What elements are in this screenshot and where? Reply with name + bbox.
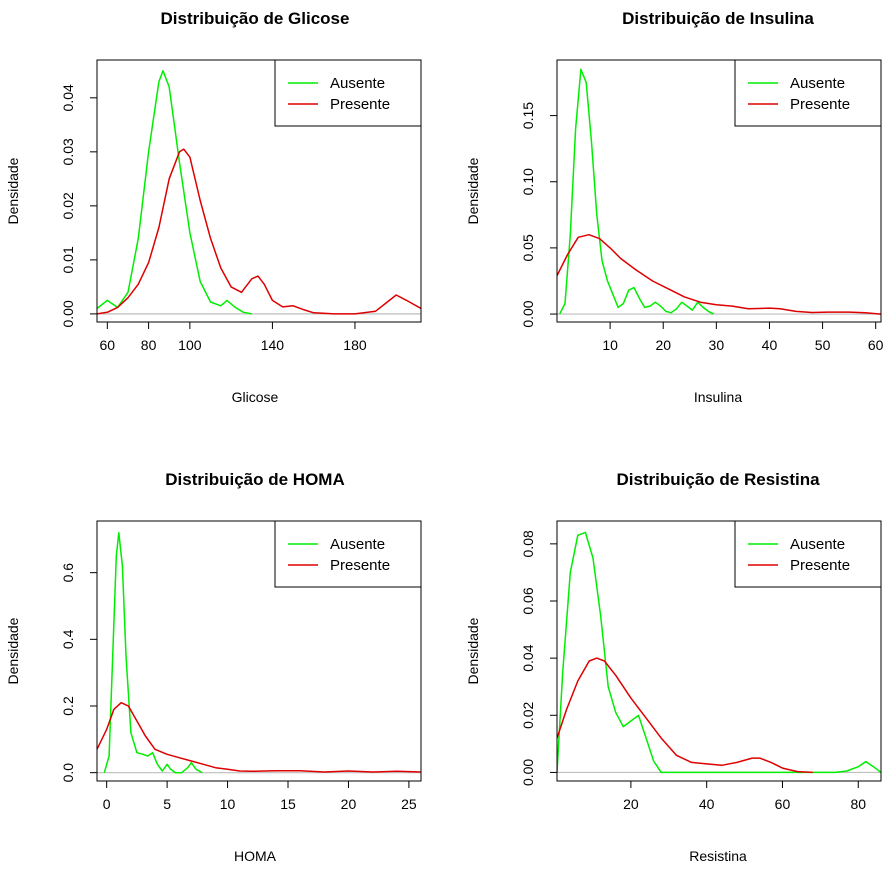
x-tick-label: 15 [280,796,296,812]
legend: Ausente Presente [274,59,422,127]
x-tick-label: 40 [699,796,715,812]
y-tick-label: 0.02 [60,192,76,219]
x-tick-label: 25 [401,796,417,812]
panel-title: Distribuição de Glicose [161,9,350,28]
series-line-ausente [97,70,252,315]
legend-box [734,520,882,588]
y-tick-label: 0.04 [520,644,536,671]
x-tick-label: 20 [623,796,639,812]
legend: Ausente Presente [734,59,882,127]
legend-label-ausente: Ausente [330,536,385,553]
x-axis-label: Glicose [232,389,279,405]
y-tick-label: 0.6 [60,563,76,583]
y-tick-label: 0.03 [60,138,76,165]
x-tick-label: 40 [762,337,778,353]
legend-label-presente: Presente [790,96,850,113]
legend-box [274,59,422,127]
series-line-presente [97,701,421,773]
x-tick-label: 0 [103,796,111,812]
x-axis-label: Insulina [694,389,742,405]
x-tick-label: 5 [163,796,171,812]
x-tick-label: 60 [775,796,791,812]
legend-label-presente: Presente [790,557,850,574]
x-tick-label: 100 [178,337,202,353]
x-tick-label: 10 [220,796,236,812]
y-tick-label: 0.08 [520,530,536,557]
y-tick-label: 0.15 [520,102,536,129]
panel-title: Distribuição de HOMA [165,470,344,489]
x-tick-label: 140 [261,337,285,353]
y-tick-label: 0.01 [60,246,76,273]
legend-label-presente: Presente [330,96,390,113]
x-tick-label: 60 [868,337,884,353]
x-tick-label: 10 [602,337,618,353]
series-line-presente [97,148,421,315]
x-tick-label: 30 [709,337,725,353]
x-tick-label: 80 [141,337,157,353]
y-tick-label: 0.0 [60,763,76,783]
legend-box [274,520,422,588]
series-line-ausente [103,531,203,774]
panel-title: Distribuição de Resistina [616,470,820,489]
x-axis-label: HOMA [234,848,277,864]
legend: Ausente Presente [274,520,422,588]
legend-label-ausente: Ausente [330,75,385,92]
y-tick-label: 0.06 [520,587,536,614]
y-tick-label: 0.00 [60,300,76,327]
plot-area [97,531,421,774]
x-tick-label: 80 [850,796,866,812]
series-line-presente [557,657,813,774]
series-line-ausente [559,68,715,315]
y-tick-label: 0.4 [60,629,76,649]
x-tick-label: 180 [343,337,367,353]
legend-box [734,59,882,127]
y-tick-label: 0.04 [60,84,76,111]
y-tick-label: 0.05 [520,234,536,261]
y-tick-label: 0.00 [520,759,536,786]
plot-area [97,70,421,315]
y-axis-label: Densidade [5,157,21,224]
legend-label-presente: Presente [330,557,390,574]
plot-area [557,531,881,774]
legend: Ausente Presente [734,520,882,588]
x-tick-label: 50 [815,337,831,353]
panel-1: Distribuição de Glicose 60 80 100 140 180 0.00… [5,9,422,405]
x-tick-label: 60 [100,337,116,353]
legend-label-ausente: Ausente [790,75,845,92]
y-axis-label: Densidade [465,157,481,224]
legend-label-ausente: Ausente [790,536,845,553]
x-axis-label: Resistina [689,848,747,864]
y-axis-label: Densidade [5,617,21,684]
y-tick-label: 0.10 [520,168,536,195]
panel-title: Distribuição de Insulina [622,9,814,28]
y-tick-label: 0.2 [60,696,76,716]
x-tick-label: 20 [341,796,357,812]
series-line-presente [557,233,881,315]
panel-4: Distribuição de Resistina 20 40 60 80 0.00 0.0… [465,470,882,864]
x-tick-label: 20 [655,337,671,353]
y-tick-label: 0.00 [520,300,536,327]
y-tick-label: 0.02 [520,701,536,728]
y-axis-label: Densidade [465,617,481,684]
panel-3: Distribuição de HOMA 0 5 10 15 20 25 0.0 0.2 0.4 0… [5,470,422,864]
plot-area [557,68,881,315]
series-line-ausente [557,531,881,774]
panel-2: Distribuição de Insulina 10 20 30 40 50 60 0.00… [465,9,884,405]
